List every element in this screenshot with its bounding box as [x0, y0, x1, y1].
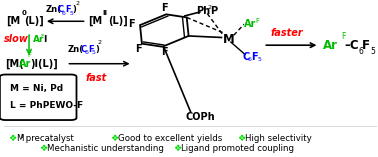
- Text: [M: [M: [6, 16, 21, 26]
- Text: Ar: Ar: [33, 35, 44, 43]
- Text: Zn(: Zn(: [68, 45, 84, 54]
- Text: C: C: [58, 5, 64, 14]
- Text: Mechanistic understanding: Mechanistic understanding: [47, 144, 164, 153]
- Text: I: I: [43, 35, 46, 43]
- Text: fast: fast: [85, 73, 106, 83]
- Text: II: II: [102, 10, 107, 16]
- Text: F: F: [161, 3, 167, 13]
- Text: M = Ni, Pd: M = Ni, Pd: [10, 84, 64, 93]
- Text: Zn(: Zn(: [45, 5, 62, 14]
- Text: Ph: Ph: [196, 6, 210, 16]
- Text: 2: 2: [207, 5, 211, 10]
- Text: 5: 5: [92, 50, 96, 55]
- Text: 6: 6: [84, 50, 88, 55]
- Text: ❖: ❖: [39, 144, 47, 153]
- Text: 0: 0: [21, 10, 26, 16]
- Text: [M(: [M(: [6, 59, 24, 69]
- Text: M: M: [16, 134, 23, 143]
- Text: 6: 6: [248, 57, 252, 62]
- Text: 2: 2: [98, 40, 102, 45]
- Text: 5: 5: [370, 47, 375, 56]
- Text: F: F: [363, 39, 370, 52]
- Text: ): ): [95, 45, 99, 54]
- Text: M: M: [223, 32, 234, 46]
- Text: Ar: Ar: [19, 59, 32, 69]
- Text: 6: 6: [62, 11, 66, 16]
- Text: 5: 5: [70, 11, 73, 16]
- Text: L = PhPEWO-F: L = PhPEWO-F: [10, 101, 84, 110]
- Text: F: F: [88, 45, 94, 54]
- Text: faster: faster: [271, 28, 304, 38]
- Text: F: F: [27, 52, 31, 58]
- Text: ❖: ❖: [237, 134, 245, 143]
- Text: (L)]: (L)]: [24, 16, 43, 26]
- Text: F: F: [161, 47, 167, 57]
- Text: 5: 5: [257, 57, 261, 62]
- Text: F: F: [251, 52, 258, 62]
- Text: C: C: [242, 52, 249, 62]
- Text: ❖: ❖: [174, 144, 182, 153]
- Text: High selectivity: High selectivity: [245, 134, 312, 143]
- Text: Good to excellent yields: Good to excellent yields: [118, 134, 222, 143]
- Text: [M: [M: [88, 16, 102, 26]
- Text: precatalyst: precatalyst: [23, 134, 74, 143]
- Text: 2: 2: [75, 1, 79, 6]
- Text: ❖: ❖: [8, 134, 16, 143]
- FancyBboxPatch shape: [0, 75, 76, 120]
- Text: II: II: [20, 134, 24, 139]
- Text: (L)]: (L)]: [108, 16, 128, 26]
- Text: ): ): [72, 5, 76, 14]
- Text: F: F: [135, 44, 141, 54]
- Text: –C: –C: [344, 39, 359, 52]
- Text: P: P: [210, 6, 217, 16]
- Text: ❖: ❖: [110, 134, 118, 143]
- Text: 6: 6: [359, 47, 364, 56]
- Text: Ar: Ar: [244, 19, 256, 29]
- Text: COPh: COPh: [186, 112, 215, 122]
- Text: F: F: [66, 5, 71, 14]
- Text: F: F: [40, 34, 44, 39]
- Text: F: F: [129, 19, 135, 29]
- Text: Ligand promoted coupling: Ligand promoted coupling: [181, 144, 294, 153]
- Text: C: C: [80, 45, 86, 54]
- Text: Ar: Ar: [323, 39, 338, 52]
- Text: F: F: [255, 17, 259, 24]
- Text: )I(L)]: )I(L)]: [30, 59, 57, 69]
- Text: slow: slow: [5, 34, 29, 44]
- Text: F: F: [341, 32, 345, 41]
